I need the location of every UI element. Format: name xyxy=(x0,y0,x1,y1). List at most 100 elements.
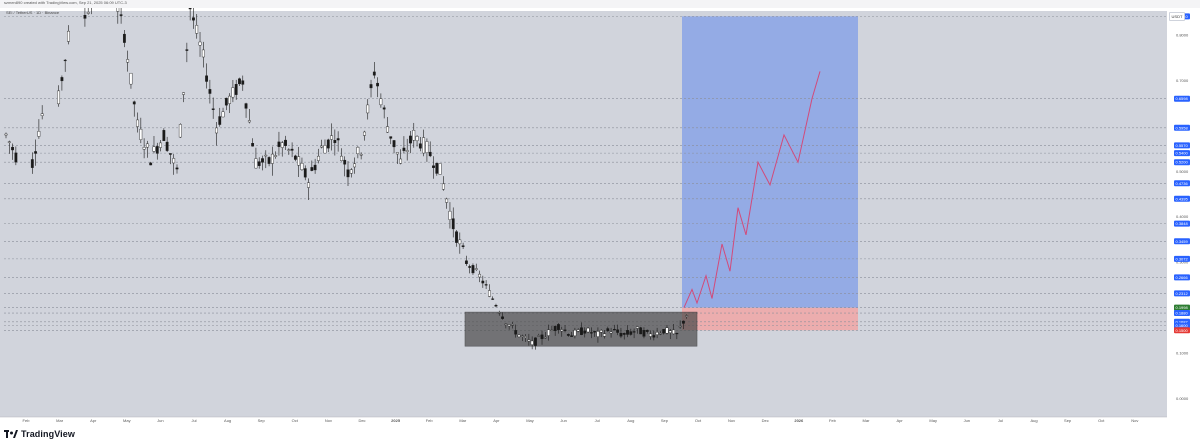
candle-body xyxy=(165,141,169,151)
candle-body xyxy=(448,210,452,220)
time-axis-label: Jul xyxy=(191,418,196,423)
candle-body xyxy=(458,239,462,245)
price-level-tag-label: 0.5200 xyxy=(1176,160,1189,165)
header-bar: szmen890 created with TradingView.com, S… xyxy=(0,0,1200,8)
candle-body xyxy=(402,147,406,151)
candle-body xyxy=(257,161,261,166)
candle-body xyxy=(356,147,360,155)
price-level-tag-label: 0.3072 xyxy=(1176,256,1189,261)
price-chart[interactable]: 0.80000.70000.60000.50000.40000.30000.20… xyxy=(0,8,1200,432)
candle-body xyxy=(537,335,541,337)
candle-body xyxy=(395,152,399,155)
candle-body xyxy=(557,324,560,330)
price-axis-label: 0.3000 xyxy=(1176,260,1189,265)
candle-body xyxy=(655,332,659,335)
candle-body xyxy=(208,89,212,94)
candle-body xyxy=(317,155,320,161)
candle-body xyxy=(405,150,409,152)
candle-body xyxy=(188,8,192,10)
candle-body xyxy=(63,59,67,62)
candle-body xyxy=(491,298,495,300)
candle-body xyxy=(514,330,518,335)
candle-body xyxy=(455,231,458,243)
candle-body xyxy=(635,326,639,329)
projection-path xyxy=(683,71,821,308)
candle-body xyxy=(606,328,610,332)
chart-background xyxy=(0,11,1200,417)
candle-body xyxy=(415,136,419,142)
candle-body xyxy=(178,124,182,138)
candle-body xyxy=(445,198,449,203)
candle-body xyxy=(616,329,620,333)
candle-body xyxy=(300,163,304,171)
price-level-tag-label: 0.2312 xyxy=(1176,291,1189,296)
price-level-tag xyxy=(1174,327,1190,334)
price-level-tag-label: 0.5570 xyxy=(1176,143,1189,148)
candle-body xyxy=(366,104,370,114)
candle-body xyxy=(382,107,386,110)
candle-body xyxy=(478,273,481,278)
price-level-tag xyxy=(1174,238,1190,245)
candle-body xyxy=(435,162,439,174)
candle-body xyxy=(573,329,577,337)
price-level-tag xyxy=(1174,124,1190,131)
candle-body xyxy=(659,333,662,335)
candle-body xyxy=(192,17,195,21)
candle-body xyxy=(195,25,199,34)
candle-body xyxy=(146,143,149,148)
price-level-tag-label: 0.1687 xyxy=(1176,319,1189,324)
candle-body xyxy=(494,305,498,307)
candle-body xyxy=(678,326,682,328)
price-level-tag xyxy=(1174,150,1190,157)
candle-body xyxy=(484,284,488,286)
candle-body xyxy=(464,260,468,264)
price-level-tag xyxy=(1174,274,1190,281)
time-axis-label: Mar xyxy=(56,418,64,423)
candle-body xyxy=(497,312,501,314)
candle-body xyxy=(534,337,537,346)
price-level-tag-label: 0.3459 xyxy=(1176,239,1189,244)
candle-body xyxy=(652,335,656,338)
candle-body xyxy=(307,182,310,188)
time-axis-label: Oct xyxy=(292,418,299,423)
price-level-tag-label: 0.6598 xyxy=(1176,96,1189,101)
price-level-tag xyxy=(1174,142,1190,149)
time-axis-label: Jun xyxy=(157,418,163,423)
candle-body xyxy=(626,330,629,335)
candle-body xyxy=(40,113,44,116)
time-axis-label: Apr xyxy=(493,418,500,423)
candle-body xyxy=(221,111,225,118)
candle-body xyxy=(346,169,350,178)
candle-body xyxy=(543,336,547,339)
candle-body xyxy=(612,329,616,331)
candle-body xyxy=(182,92,185,95)
candle-body xyxy=(685,315,689,317)
price-level-tag xyxy=(1174,290,1190,297)
price-level-tag-label: 0.1600 xyxy=(1176,323,1189,328)
time-axis-label: Sep xyxy=(661,418,669,423)
currency-button[interactable]: USDT xyxy=(1169,12,1185,21)
candle-body xyxy=(159,142,162,148)
candle-body xyxy=(57,90,61,105)
candle-body xyxy=(142,147,146,150)
candle-body xyxy=(560,329,564,332)
time-axis-label: Jun xyxy=(964,418,970,423)
time-axis-label: May xyxy=(123,418,131,423)
candle-body xyxy=(583,330,587,334)
candle-body xyxy=(517,334,521,338)
candle-body xyxy=(215,127,218,134)
time-axis-label: May xyxy=(526,418,534,423)
candle-body xyxy=(632,331,636,333)
symbol-legend: SEI / TetherUS · 1D · Binance xyxy=(6,10,60,15)
candle-body xyxy=(313,164,317,171)
candle-body xyxy=(323,145,327,154)
candle-body xyxy=(665,327,669,334)
candle-body xyxy=(224,97,228,106)
candle-body xyxy=(4,133,8,136)
tradingview-logo[interactable]: TradingView xyxy=(4,429,75,439)
candle-body xyxy=(675,332,679,335)
candle-body xyxy=(264,154,268,157)
candle-body xyxy=(287,149,291,151)
candle-body xyxy=(198,41,202,46)
candle-body xyxy=(504,323,508,325)
